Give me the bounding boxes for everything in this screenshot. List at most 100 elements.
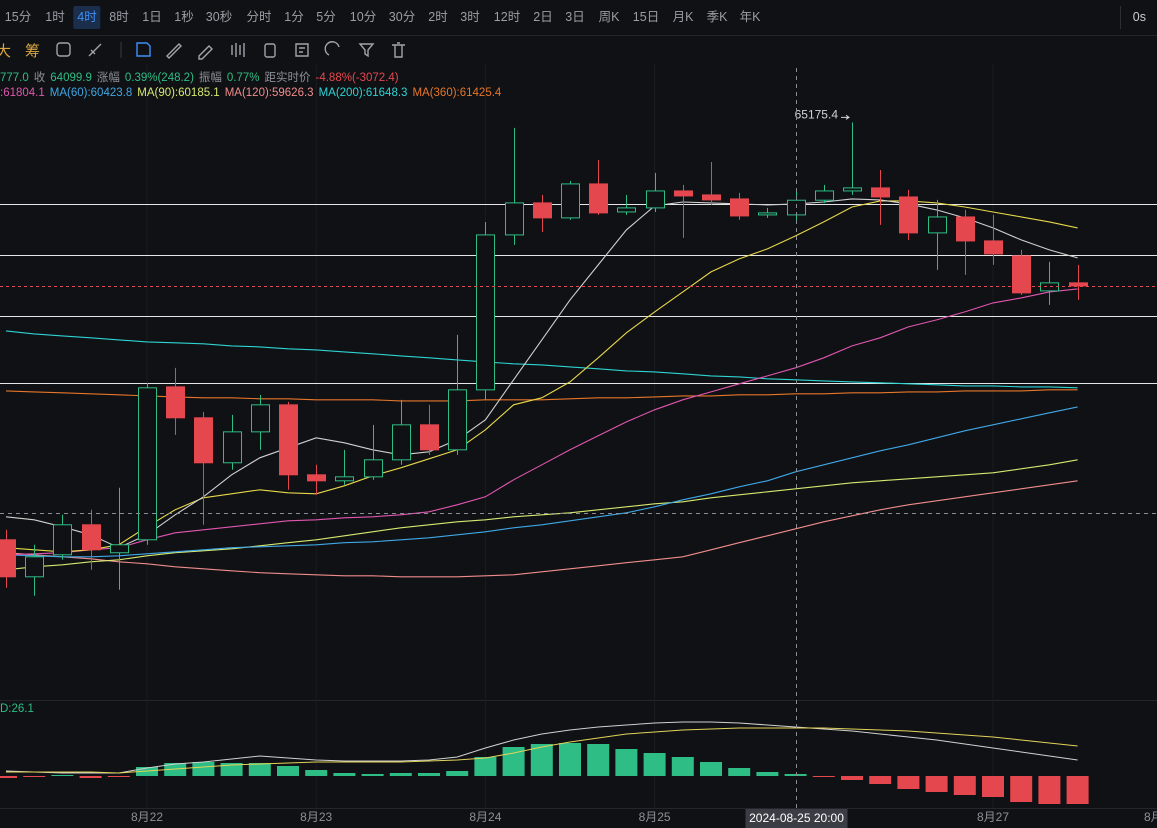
interval-button[interactable]: 15日 xyxy=(632,10,660,24)
info-text: 振幅 xyxy=(198,72,222,84)
candle-body xyxy=(166,386,185,419)
candle-body xyxy=(448,389,467,451)
candle-body xyxy=(984,240,1003,255)
info-text: 777.0 xyxy=(0,72,29,84)
candle-body xyxy=(1012,255,1031,294)
info-text: 收 xyxy=(33,72,46,84)
candle-body xyxy=(279,404,298,476)
histogram-bar xyxy=(897,776,920,789)
interval-button[interactable]: 3日 xyxy=(565,10,585,24)
candle-body xyxy=(53,524,72,556)
ma-line xyxy=(5,198,1078,549)
ma-line xyxy=(5,288,1078,556)
icon[interactable] xyxy=(198,45,213,60)
histogram-bar xyxy=(305,770,328,776)
histogram-bar xyxy=(643,753,666,776)
candle-body xyxy=(758,212,777,216)
interval-button[interactable]: 年K xyxy=(739,10,761,24)
interval-button[interactable]: 4时 xyxy=(73,6,101,29)
x-tick-label: 8月24 xyxy=(469,810,501,824)
histogram-bar xyxy=(812,776,835,777)
histogram-bar xyxy=(982,776,1004,797)
histogram-bar xyxy=(220,763,243,776)
candle-body xyxy=(0,539,16,578)
histogram-bar xyxy=(51,775,74,776)
candle-body xyxy=(194,417,213,464)
histogram-bar xyxy=(248,763,271,776)
candle-body xyxy=(110,544,129,554)
histogram-bar xyxy=(446,771,469,776)
histogram-bar xyxy=(192,762,215,776)
candle-body xyxy=(702,194,721,201)
candle-body xyxy=(843,187,862,192)
icon[interactable] xyxy=(324,41,340,56)
interval-button[interactable]: 30秒 xyxy=(205,10,233,24)
interval-button[interactable]: 8时 xyxy=(109,10,129,24)
icon[interactable] xyxy=(231,43,245,57)
interval-button[interactable]: 1分 xyxy=(284,10,304,24)
histogram-bar xyxy=(79,776,102,778)
tool-icons xyxy=(56,41,405,60)
histogram-bar xyxy=(418,773,440,776)
candle-body xyxy=(1069,282,1088,287)
x-tick-label: 8月27 xyxy=(977,810,1009,824)
histogram-bar xyxy=(728,768,751,776)
histogram-bar xyxy=(0,776,17,778)
candle-body xyxy=(533,202,552,219)
icon[interactable] xyxy=(88,43,102,57)
info-text: -4.88%(-3072.4) xyxy=(315,72,399,84)
legend-entry: MA(120):59626.3 xyxy=(224,87,314,99)
high-arrow xyxy=(841,114,850,120)
interval-button[interactable]: 分时 xyxy=(246,10,272,24)
ma-line xyxy=(5,406,1078,558)
legend-entry: MA(360):61425.4 xyxy=(412,87,502,99)
tool-text[interactable]: 筹 xyxy=(25,43,41,60)
interval-button[interactable]: 15分 xyxy=(4,10,32,24)
candle-body xyxy=(251,404,270,433)
interval-button[interactable]: 2时 xyxy=(428,10,448,24)
icon[interactable] xyxy=(264,43,276,58)
interval-button[interactable]: 1时 xyxy=(45,10,65,24)
interval-button[interactable]: 3时 xyxy=(460,10,480,24)
info-text: 64099.9 xyxy=(50,72,92,84)
histogram-bar xyxy=(23,776,46,777)
icon[interactable] xyxy=(166,43,182,59)
legend: :61804.1 MA(60):60423.8 MA(90):60185.1 MA(1… xyxy=(0,87,506,99)
candle-body xyxy=(25,556,44,578)
histogram-bar xyxy=(1010,776,1033,802)
interval-button[interactable]: 1日 xyxy=(142,10,162,24)
candle-body xyxy=(928,216,947,234)
interval-button[interactable]: 季K xyxy=(706,10,728,24)
histogram-bar xyxy=(277,766,299,776)
interval-button[interactable]: 月K xyxy=(672,10,694,24)
candle-body xyxy=(364,459,383,478)
ma-line xyxy=(5,330,1078,389)
interval-button[interactable]: 10分 xyxy=(349,10,377,24)
interval-button[interactable]: 2日 xyxy=(533,10,553,24)
icon[interactable] xyxy=(295,43,309,57)
interval-button[interactable]: 1秒 xyxy=(174,10,194,24)
histogram-bar xyxy=(700,762,722,776)
icon[interactable] xyxy=(56,42,71,57)
tool-row: 大 筹 xyxy=(0,36,1157,64)
tool-text[interactable]: 大 xyxy=(0,43,12,60)
ma-line xyxy=(5,480,1078,578)
icon[interactable] xyxy=(136,42,151,57)
x-tick-label: 8月23 xyxy=(300,810,332,824)
info-text: 0.39%(248.2) xyxy=(124,72,194,84)
interval-button[interactable]: 12时 xyxy=(493,10,521,24)
info-text: 0.77% xyxy=(226,72,260,84)
icon[interactable] xyxy=(358,43,375,58)
interval-button[interactable]: 30分 xyxy=(388,10,416,24)
candle-body xyxy=(730,198,749,217)
icon[interactable] xyxy=(392,42,405,58)
info-text: 涨幅 xyxy=(96,72,120,84)
interval-button[interactable]: 5分 xyxy=(316,10,336,24)
interval-button[interactable]: 周K xyxy=(598,10,620,24)
info-row: 777.0 收 64099.9 涨幅 0.39%(248.2) 振幅 0.77% 距实时价 -4… xyxy=(0,69,404,85)
candle-body xyxy=(82,524,101,551)
indicator-label: D:26.1 xyxy=(0,703,34,715)
candle-body xyxy=(307,474,326,482)
x-tick-label: 8月22 xyxy=(131,810,163,824)
ma-line xyxy=(5,459,1078,571)
